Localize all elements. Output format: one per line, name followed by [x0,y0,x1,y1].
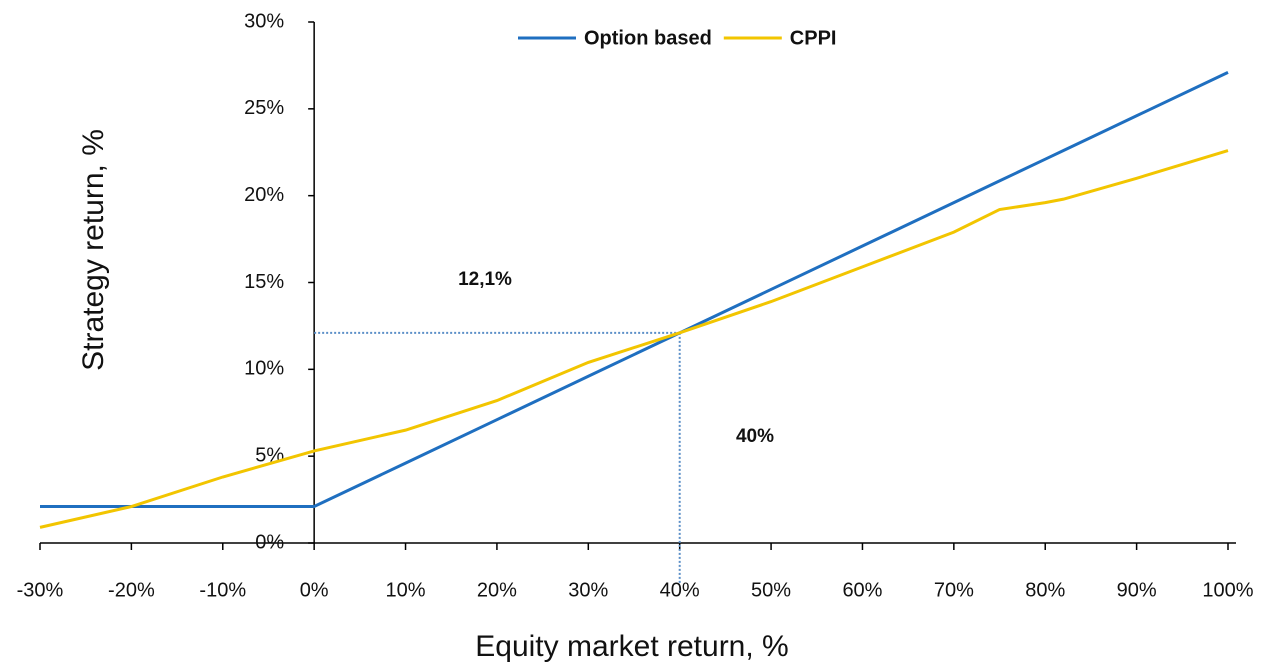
x-tick-label: 10% [386,579,426,601]
x-tick-label: -20% [108,579,155,601]
x-tick-label: 40% [660,579,700,601]
annotation: 40% [736,426,774,447]
y-tick-label: 10% [244,358,284,380]
y-tick-label: 20% [244,184,284,206]
x-tick-label: 60% [842,579,882,601]
legend-label: Option based [584,27,712,49]
x-axis-title: Equity market return, % [475,630,788,663]
x-tick-label: 70% [934,579,974,601]
x-tick-label: 20% [477,579,517,601]
x-tick-label: 90% [1117,579,1157,601]
y-tick-label: 15% [244,271,284,293]
x-tick-label: 0% [300,579,329,601]
series-line [39,149,1229,529]
annotation: 12,1% [458,269,512,290]
y-tick-label: 30% [244,10,284,32]
x-tick-label: 80% [1025,579,1065,601]
y-tick-label: 25% [244,97,284,119]
x-tick-label: 100% [1202,579,1253,601]
y-axis-title: Strategy return, % [77,129,110,371]
x-tick-label: -10% [199,579,246,601]
y-tick-label: 0% [255,531,284,553]
x-tick-label: 50% [751,579,791,601]
series-line [40,71,1229,509]
legend-label: CPPI [790,27,837,49]
x-tick-label: -30% [17,579,64,601]
x-tick-label: 30% [568,579,608,601]
